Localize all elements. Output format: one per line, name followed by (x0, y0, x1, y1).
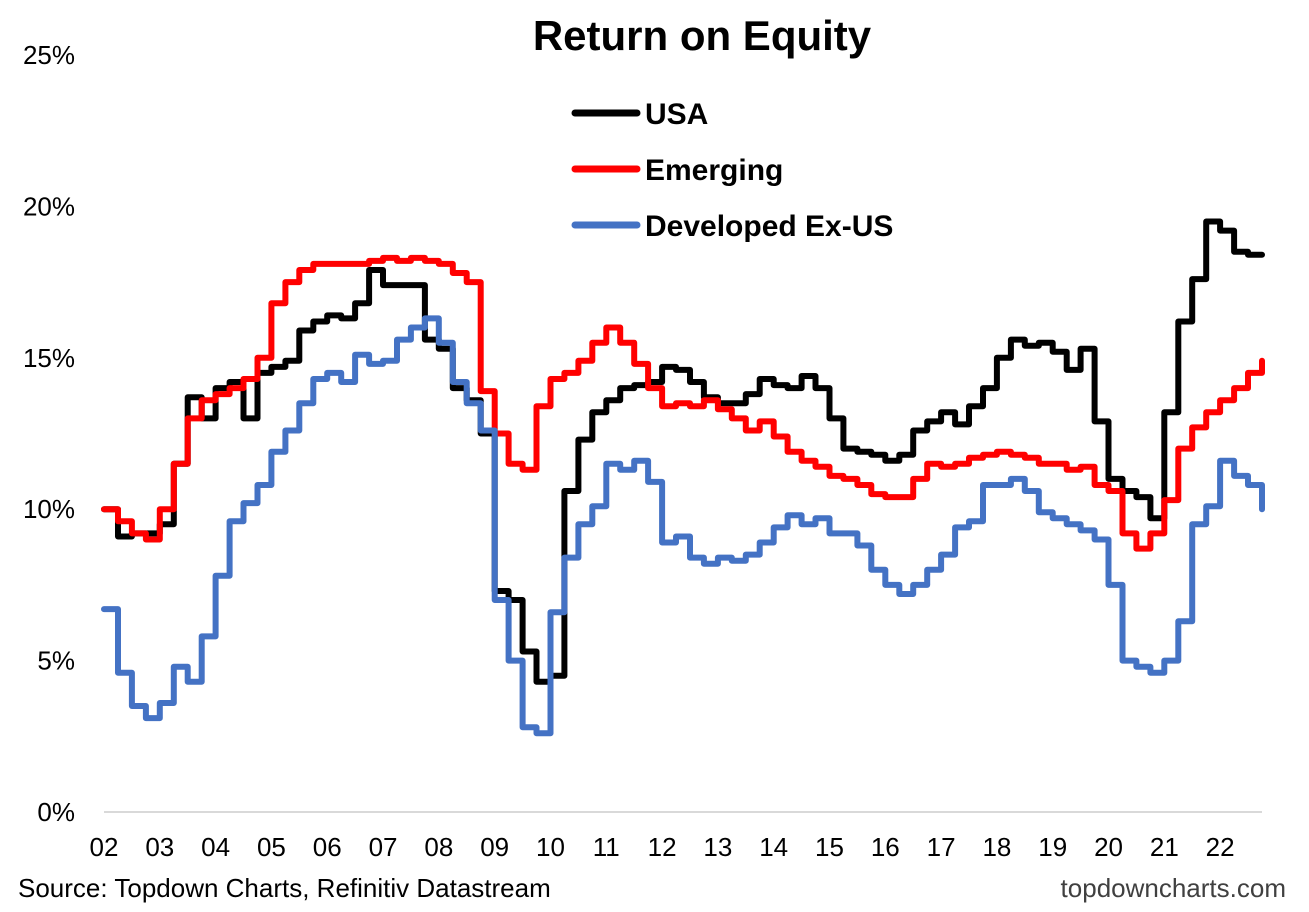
website-credit: topdowncharts.com (1061, 873, 1286, 903)
x-tick-label: 16 (871, 832, 900, 862)
x-tick-label: 07 (369, 832, 398, 862)
x-tick-label: 04 (201, 832, 230, 862)
x-tick-label: 11 (593, 832, 620, 862)
y-tick-label: 0% (37, 797, 75, 827)
x-tick-label: 09 (480, 832, 509, 862)
x-tick-label: 17 (927, 832, 956, 862)
x-tick-label: 14 (759, 832, 788, 862)
legend-label-usa: USA (645, 98, 708, 131)
legend: USA Emerging Developed Ex-US (571, 98, 893, 243)
x-tick-label: 03 (145, 832, 174, 862)
x-tick-label: 12 (648, 832, 677, 862)
x-tick-label: 10 (536, 832, 565, 862)
y-axis-ticks: 0% 5% 10% 15% 20% 25% (23, 40, 75, 827)
series-lines (101, 218, 1265, 737)
series-line-developed-ex-us (101, 315, 1265, 737)
x-tick-label: 02 (90, 832, 119, 862)
legend-label-developed-ex-us: Developed Ex-US (645, 210, 893, 243)
x-tick-label: 20 (1094, 832, 1123, 862)
x-tick-label: 15 (815, 832, 844, 862)
x-tick-label: 19 (1038, 832, 1067, 862)
x-tick-label: 05 (257, 832, 286, 862)
series-line-usa (101, 218, 1265, 685)
y-tick-label: 5% (37, 646, 75, 676)
x-tick-label: 13 (703, 832, 732, 862)
y-tick-label: 10% (23, 494, 75, 524)
y-tick-label: 25% (23, 40, 75, 70)
x-tick-label: 22 (1206, 832, 1235, 862)
x-tick-label: 18 (982, 832, 1011, 862)
x-tick-label: 08 (424, 832, 453, 862)
source-note: Source: Topdown Charts, Refinitiv Datast… (18, 873, 551, 903)
x-axis-ticks: 02 03 04 05 06 07 08 09 10 11 12 13 14 15 16 17 18 19 20 21… (90, 832, 1235, 862)
x-tick-label: 21 (1150, 832, 1179, 862)
legend-label-emerging: Emerging (645, 154, 783, 187)
chart-title: Return on Equity (533, 12, 872, 59)
y-tick-label: 20% (23, 191, 75, 221)
series-line-emerging (101, 254, 1265, 552)
y-tick-label: 15% (23, 343, 75, 373)
x-tick-label: 06 (313, 832, 342, 862)
